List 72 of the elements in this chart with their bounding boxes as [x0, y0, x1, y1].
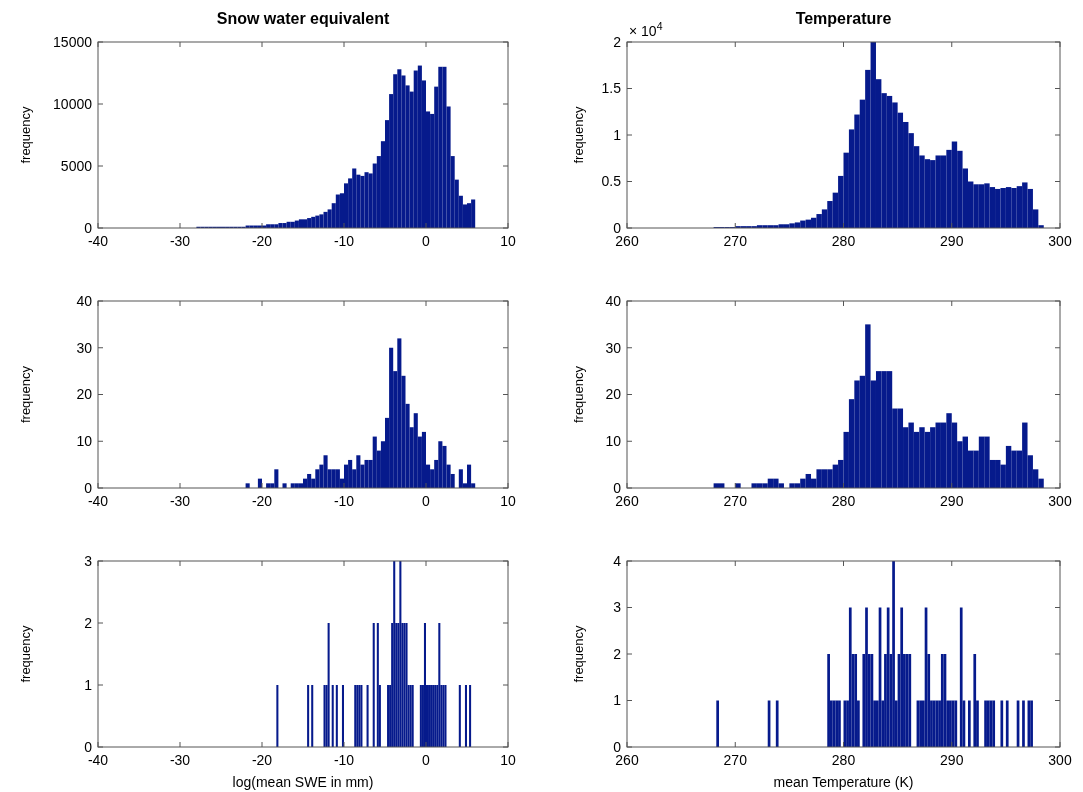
- x-tick-label: 0: [422, 233, 431, 249]
- chart-title: Temperature: [795, 10, 892, 27]
- y-tick-label: 4: [613, 552, 622, 569]
- x-tick-label: -10: [333, 493, 355, 509]
- y-tick-label: 0: [613, 219, 622, 236]
- x-tick-label: 260: [615, 493, 639, 509]
- x-axis-title: mean Temperature (K): [773, 774, 914, 790]
- y-tick-label: 1: [613, 126, 622, 143]
- x-tick-label: 10: [500, 752, 516, 768]
- y-tick-label: 20: [76, 386, 93, 403]
- x-tick-label: -20: [251, 233, 273, 249]
- y-axis-title: frequency: [571, 624, 586, 683]
- x-tick-label: 300: [1048, 493, 1072, 509]
- y-axis-title: frequency: [571, 365, 586, 424]
- y-tick-label: 0: [84, 479, 93, 496]
- x-tick-label: 280: [831, 233, 856, 249]
- x-tick-label: 10: [500, 233, 516, 249]
- y-axis-title: frequency: [18, 365, 33, 424]
- y-tick-label: 0: [613, 738, 622, 755]
- y-tick-label: 10: [605, 433, 622, 450]
- x-tick-label: 300: [1048, 752, 1072, 768]
- x-tick-label: -20: [251, 752, 273, 768]
- y-tick-label: 1: [613, 692, 622, 709]
- y-tick-label: 2: [613, 645, 622, 662]
- x-tick-label: -10: [333, 752, 355, 768]
- y-tick-label: 30: [605, 339, 622, 356]
- y-tick-label: 2: [613, 33, 622, 50]
- y-axis-title: frequency: [18, 105, 33, 164]
- chart-title: Snow water equivalent: [216, 10, 390, 27]
- x-tick-label: 260: [615, 752, 639, 768]
- y-tick-label: 10000: [53, 95, 93, 112]
- x-tick-label: 290: [940, 752, 964, 768]
- y-tick-label: 3: [84, 552, 93, 569]
- x-tick-label: 280: [831, 752, 856, 768]
- y-tick-label: 40: [76, 292, 93, 309]
- x-axis-title: log(mean SWE in mm): [232, 774, 374, 790]
- x-tick-label: 290: [940, 493, 964, 509]
- x-tick-label: -30: [169, 493, 191, 509]
- y-tick-label: 20: [605, 386, 622, 403]
- x-tick-label: -40: [87, 752, 109, 768]
- y-axis-title: frequency: [18, 624, 33, 683]
- y-tick-label: 0: [84, 738, 93, 755]
- y-tick-label: 0: [613, 479, 622, 496]
- x-tick-label: 270: [723, 752, 748, 768]
- y-tick-label: 0: [84, 219, 93, 236]
- x-tick-label: -30: [169, 233, 191, 249]
- y-tick-label: 10: [76, 433, 93, 450]
- y-axis-title: frequency: [571, 105, 586, 164]
- y-tick-label: 30: [76, 339, 93, 356]
- x-tick-label: 260: [615, 233, 639, 249]
- x-tick-label: 0: [422, 752, 431, 768]
- y-tick-label: 15000: [53, 33, 93, 50]
- x-tick-label: 270: [723, 493, 748, 509]
- x-tick-label: 280: [831, 493, 856, 509]
- text: × 10$^{4}$: [629, 20, 663, 39]
- y-tick-label: 1: [84, 676, 93, 693]
- y-tick-label: 40: [605, 292, 622, 309]
- y-tick-label: 3: [613, 599, 622, 616]
- y-tick-label: 2: [84, 614, 93, 631]
- x-tick-label: -30: [169, 752, 191, 768]
- y-tick-label: 5000: [60, 157, 93, 174]
- x-tick-label: -10: [333, 233, 355, 249]
- x-tick-label: -20: [251, 493, 273, 509]
- x-tick-label: -40: [87, 233, 109, 249]
- x-tick-label: 300: [1048, 233, 1072, 249]
- x-tick-label: -40: [87, 493, 109, 509]
- x-tick-label: 270: [723, 233, 748, 249]
- x-tick-label: 0: [422, 493, 431, 509]
- y-tick-label: 0.5: [601, 173, 622, 190]
- y-tick-label: 1.5: [601, 80, 622, 97]
- x-tick-label: 10: [500, 493, 516, 509]
- x-tick-label: 290: [940, 233, 964, 249]
